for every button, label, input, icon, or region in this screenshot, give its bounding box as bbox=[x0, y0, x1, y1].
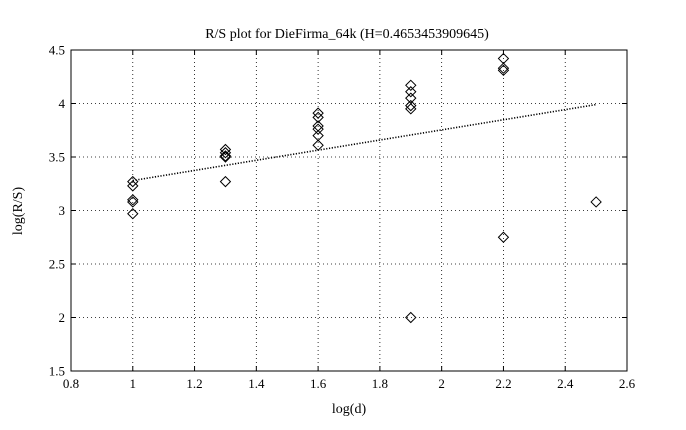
y-axis: 1.5 2 2.5 3 3.5 4 4.5 bbox=[49, 43, 627, 379]
data-point-diamond bbox=[127, 196, 139, 208]
data-point-diamond bbox=[312, 129, 324, 142]
data-points bbox=[127, 52, 602, 324]
data-point-diamond bbox=[405, 99, 417, 112]
data-point-diamond bbox=[405, 79, 417, 92]
y-tick-label: 2.5 bbox=[49, 257, 65, 272]
data-point-diamond bbox=[405, 86, 417, 98]
x-tick-label: 2.4 bbox=[557, 376, 574, 391]
data-point-diamond bbox=[219, 147, 232, 159]
y-tick-label: 4.5 bbox=[49, 43, 65, 58]
y-axis-label: log(R/S) bbox=[11, 187, 26, 236]
x-axis: 0.8 1 1.2 1.4 1.6 1.8 2 2.2 2.4 2.6 bbox=[63, 50, 636, 391]
data-point-diamond bbox=[127, 208, 139, 220]
x-tick-label: 1 bbox=[130, 376, 137, 391]
y-tick-label: 3.5 bbox=[49, 150, 65, 165]
data-point-diamond bbox=[219, 150, 232, 162]
data-point-diamond bbox=[405, 103, 417, 115]
grid-lines bbox=[71, 50, 627, 371]
data-point-diamond bbox=[405, 92, 417, 104]
x-tick-label: 1.2 bbox=[186, 376, 202, 391]
data-point-diamond bbox=[497, 64, 510, 77]
data-point-diamond bbox=[127, 194, 139, 206]
fit-line bbox=[132, 103, 597, 182]
x-tick-label: 1.4 bbox=[248, 376, 265, 391]
data-point-diamond bbox=[219, 151, 232, 163]
data-point-diamond bbox=[312, 123, 324, 135]
data-point-diamond bbox=[312, 107, 324, 119]
x-tick-label: 2 bbox=[438, 376, 445, 391]
y-tick-label: 2 bbox=[59, 310, 66, 325]
x-tick-label: 0.8 bbox=[63, 376, 79, 391]
x-axis-label: log(d) bbox=[332, 402, 367, 417]
data-point-diamond bbox=[312, 111, 324, 124]
data-point-diamond bbox=[312, 139, 324, 151]
y-tick-label: 3 bbox=[59, 203, 66, 218]
data-point-diamond bbox=[405, 311, 417, 324]
x-tick-label: 2.6 bbox=[619, 376, 636, 391]
data-point-diamond bbox=[127, 180, 139, 192]
y-tick-label: 4 bbox=[59, 96, 66, 111]
chart-title: R/S plot for DieFirma_64k (H=0.465345390… bbox=[205, 27, 489, 42]
x-tick-label: 2.2 bbox=[495, 376, 511, 391]
x-tick-label: 1.6 bbox=[310, 376, 327, 391]
data-point-diamond bbox=[497, 62, 510, 74]
y-tick-label: 1.5 bbox=[49, 364, 65, 379]
data-point-diamond bbox=[219, 143, 232, 156]
data-point-diamond bbox=[127, 175, 139, 188]
x-tick-label: 1.8 bbox=[372, 376, 388, 391]
data-point-diamond bbox=[590, 196, 602, 208]
data-point-diamond bbox=[219, 175, 232, 188]
data-point-diamond bbox=[497, 231, 510, 243]
